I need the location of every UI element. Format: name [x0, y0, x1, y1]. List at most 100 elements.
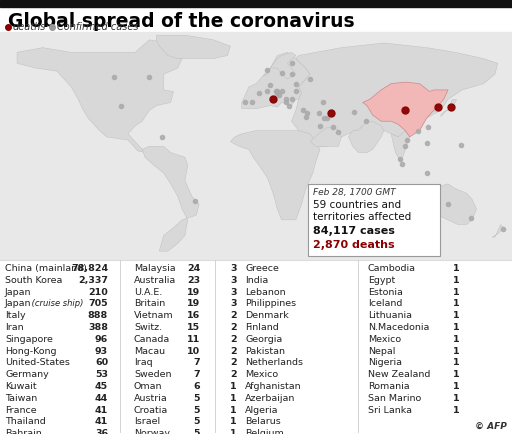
Text: Oman: Oman [134, 382, 162, 391]
Text: China (mainland): China (mainland) [5, 264, 87, 273]
Text: Algeria: Algeria [245, 406, 279, 414]
Polygon shape [432, 102, 441, 112]
Polygon shape [492, 224, 503, 237]
Polygon shape [17, 40, 185, 152]
Text: (cruise ship): (cruise ship) [29, 299, 83, 309]
Text: Germany: Germany [5, 370, 49, 379]
Text: Iceland: Iceland [368, 299, 402, 309]
Polygon shape [362, 82, 448, 137]
Polygon shape [310, 128, 342, 146]
Text: 24: 24 [187, 264, 200, 273]
Text: 1: 1 [230, 418, 237, 426]
Polygon shape [263, 53, 296, 79]
Text: 1: 1 [453, 358, 460, 368]
Text: New Zealand: New Zealand [368, 370, 431, 379]
Text: Canada: Canada [134, 335, 170, 344]
Text: 5: 5 [194, 429, 200, 434]
Text: Malaysia: Malaysia [134, 264, 176, 273]
Text: Vietnam: Vietnam [134, 311, 174, 320]
Text: 3: 3 [230, 276, 237, 285]
Text: Afghanistan: Afghanistan [245, 382, 302, 391]
Text: 53: 53 [95, 370, 108, 379]
Text: Finland: Finland [245, 323, 279, 332]
Text: Belarus: Belarus [245, 418, 281, 426]
Text: 19: 19 [187, 299, 200, 309]
Text: 78,824: 78,824 [71, 264, 108, 273]
Text: Lebanon: Lebanon [245, 288, 286, 296]
Text: 84,117 cases: 84,117 cases [313, 226, 395, 236]
Text: 16: 16 [187, 311, 200, 320]
Text: Singapore: Singapore [5, 335, 53, 344]
Text: Hong-Kong: Hong-Kong [5, 347, 56, 355]
Text: © AFP: © AFP [475, 422, 507, 431]
Text: Romania: Romania [368, 382, 410, 391]
Text: 705: 705 [89, 299, 108, 309]
Polygon shape [142, 146, 199, 251]
FancyBboxPatch shape [308, 184, 440, 256]
Polygon shape [441, 99, 457, 117]
Text: Mexico: Mexico [245, 370, 278, 379]
Text: 1: 1 [230, 382, 237, 391]
Bar [0, 0, 512, 7]
Text: Iran: Iran [5, 323, 24, 332]
Text: 2: 2 [230, 358, 237, 368]
Text: Macau: Macau [134, 347, 165, 355]
Text: 210: 210 [88, 288, 108, 296]
Text: 1: 1 [230, 406, 237, 414]
Text: Sri Lanka: Sri Lanka [368, 406, 412, 414]
Polygon shape [242, 53, 310, 108]
Text: 2: 2 [230, 335, 237, 344]
Polygon shape [291, 43, 498, 146]
Text: India: India [245, 276, 268, 285]
Text: Egypt: Egypt [368, 276, 395, 285]
Text: Azerbaijan: Azerbaijan [245, 394, 295, 403]
Text: Australia: Australia [134, 276, 176, 285]
Text: France: France [5, 406, 37, 414]
Polygon shape [157, 35, 230, 59]
Text: 15: 15 [187, 323, 200, 332]
Text: 10: 10 [187, 347, 200, 355]
Text: San Marino: San Marino [368, 394, 421, 403]
Text: Japan: Japan [5, 299, 32, 309]
Text: Netherlands: Netherlands [245, 358, 303, 368]
Text: 2: 2 [230, 311, 237, 320]
Text: 41: 41 [95, 406, 108, 414]
Text: 5: 5 [194, 394, 200, 403]
Text: Sweden: Sweden [134, 370, 172, 379]
Text: 1: 1 [453, 406, 460, 414]
Text: Belgium: Belgium [245, 429, 284, 434]
Text: 59 countries and: 59 countries and [313, 200, 401, 210]
Text: 7: 7 [194, 370, 200, 379]
Text: Bahrain: Bahrain [5, 429, 42, 434]
Text: U.A.E.: U.A.E. [134, 288, 162, 296]
Polygon shape [349, 121, 384, 152]
Text: 1: 1 [453, 264, 460, 273]
Text: Israel: Israel [134, 418, 160, 426]
Text: 3: 3 [230, 288, 237, 296]
Text: Estonia: Estonia [368, 288, 403, 296]
Text: 2,870 deaths: 2,870 deaths [313, 240, 395, 250]
Text: Pakistan: Pakistan [245, 347, 285, 355]
Text: 93: 93 [95, 347, 108, 355]
Text: 5: 5 [194, 418, 200, 426]
Text: 2,337: 2,337 [78, 276, 108, 285]
Text: Greece: Greece [245, 264, 279, 273]
Bar [0, 32, 512, 259]
Text: 1: 1 [453, 299, 460, 309]
Text: 2: 2 [230, 370, 237, 379]
Text: Denmark: Denmark [245, 311, 289, 320]
Text: 1: 1 [453, 347, 460, 355]
Text: Lithuania: Lithuania [368, 311, 412, 320]
Text: 1: 1 [453, 370, 460, 379]
Text: Croatia: Croatia [134, 406, 168, 414]
Text: Georgia: Georgia [245, 335, 282, 344]
Text: 1: 1 [453, 323, 460, 332]
Text: 3: 3 [230, 299, 237, 309]
Polygon shape [391, 131, 410, 162]
Text: 23: 23 [187, 276, 200, 285]
Text: 96: 96 [95, 335, 108, 344]
Text: 44: 44 [95, 394, 108, 403]
Text: 60: 60 [95, 358, 108, 368]
Text: Mexico: Mexico [368, 335, 401, 344]
Text: 1: 1 [453, 288, 460, 296]
